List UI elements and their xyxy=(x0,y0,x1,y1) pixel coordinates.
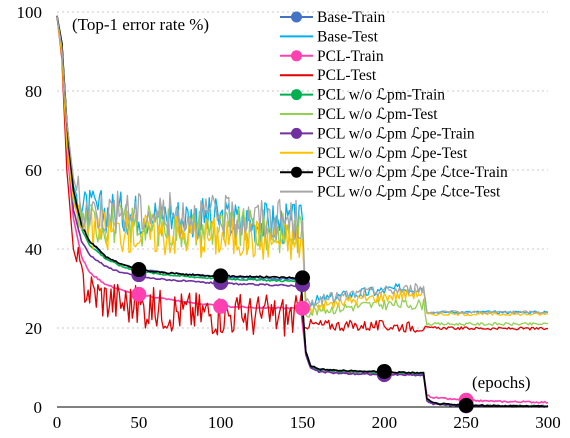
y-tick-label: 100 xyxy=(17,3,43,22)
series-line-7 xyxy=(56,15,549,317)
legend-swatch-marker xyxy=(291,11,302,23)
data-point-marker xyxy=(295,270,310,286)
y-tick-label: 20 xyxy=(25,319,42,338)
legend-label: Base-Train xyxy=(317,9,386,26)
legend-swatch-marker xyxy=(291,50,302,62)
data-point-marker xyxy=(458,397,474,413)
series-line-2 xyxy=(56,15,549,404)
x-tick-label: 300 xyxy=(535,413,561,432)
y-tick-label: 40 xyxy=(25,240,42,259)
metric-annotation: (Top-1 error rate %) xyxy=(72,15,209,34)
x-tick-label: 50 xyxy=(130,413,147,432)
legend-label: PCL w/o ℒpm ℒpe ℒtce-Train xyxy=(317,164,508,181)
data-point-marker xyxy=(131,286,147,302)
y-tick-label: 80 xyxy=(25,82,42,101)
data-point-marker xyxy=(131,262,147,278)
data-point-marker xyxy=(213,298,229,314)
legend-label: Base-Test xyxy=(317,28,379,45)
series-line-9 xyxy=(56,15,549,315)
x-unit-annotation: (epochs) xyxy=(472,373,531,392)
x-tick-label: 200 xyxy=(372,413,398,432)
legend-swatch-marker xyxy=(291,127,302,139)
data-point-marker xyxy=(295,300,310,316)
x-tick-label: 250 xyxy=(453,413,479,432)
legend-label: PCL-Test xyxy=(317,67,377,84)
data-point-marker xyxy=(376,363,392,379)
y-tick-label: 0 xyxy=(34,398,43,417)
legend: Base-Train Base-Test PCL-Train PCL-Test PCL … xyxy=(280,9,508,201)
x-tick-label: 150 xyxy=(290,413,316,432)
x-tick-label: 100 xyxy=(208,413,234,432)
legend-swatch-marker xyxy=(291,89,302,101)
legend-label: PCL w/o ℒpm ℒpe-Train xyxy=(317,125,475,142)
legend-label: PCL w/o ℒpm-Train xyxy=(317,87,445,104)
y-tick-labels: 0 20 40 60 80 100 xyxy=(17,3,43,417)
x-tick-labels: 0 50 100 150 200 250 300 xyxy=(53,413,561,432)
legend-label: PCL w/o ℒpm-Test xyxy=(317,106,438,123)
x-tick-label: 0 xyxy=(53,413,62,432)
data-point-marker xyxy=(213,268,229,284)
legend-swatch-marker xyxy=(291,166,302,178)
y-tick-label: 60 xyxy=(25,161,42,180)
legend-label: PCL w/o ℒpm ℒpe ℒtce-Test xyxy=(317,184,501,201)
series-markers xyxy=(131,262,474,414)
legend-label: PCL w/o ℒpm ℒpe-Test xyxy=(317,145,468,162)
legend-label: PCL-Train xyxy=(317,48,384,65)
